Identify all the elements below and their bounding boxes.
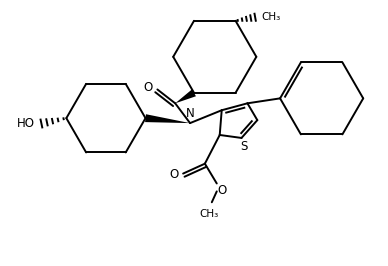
Text: N: N — [186, 107, 194, 120]
Text: CH₃: CH₃ — [261, 12, 281, 22]
Text: CH₃: CH₃ — [199, 209, 218, 219]
Text: S: S — [240, 140, 247, 153]
Polygon shape — [175, 89, 196, 103]
Text: O: O — [218, 184, 227, 197]
Text: O: O — [143, 81, 152, 94]
Polygon shape — [145, 114, 190, 123]
Text: O: O — [169, 168, 178, 181]
Text: HO: HO — [17, 117, 35, 130]
